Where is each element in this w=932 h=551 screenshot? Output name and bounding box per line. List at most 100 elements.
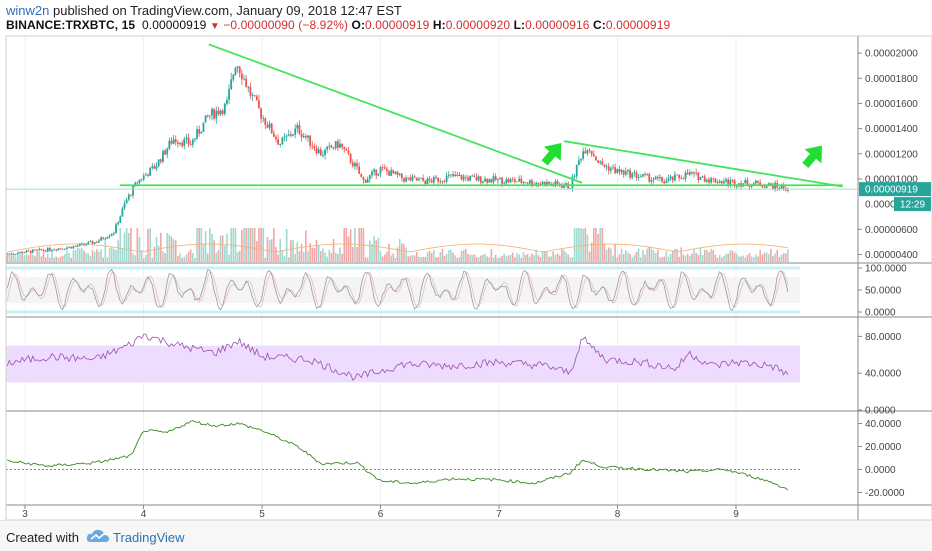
candle-body[interactable] (712, 178, 714, 179)
candle-body[interactable] (672, 177, 674, 181)
candle-body[interactable] (732, 180, 734, 181)
candle-body[interactable] (495, 176, 497, 180)
candle-body[interactable] (670, 177, 672, 179)
candle-body[interactable] (185, 138, 187, 139)
candle-body[interactable] (222, 111, 224, 114)
candle-body[interactable] (239, 66, 241, 73)
candle-body[interactable] (77, 246, 79, 247)
candle-body[interactable] (578, 160, 580, 165)
candle-body[interactable] (11, 254, 13, 255)
candle-body[interactable] (322, 155, 324, 156)
candle-body[interactable] (595, 156, 597, 160)
candle-body[interactable] (529, 180, 531, 183)
candle-body[interactable] (392, 170, 394, 173)
candle-body[interactable] (143, 176, 145, 180)
candle-body[interactable] (337, 141, 339, 148)
candle-body[interactable] (778, 188, 780, 189)
candle-body[interactable] (700, 177, 702, 180)
candle-body[interactable] (499, 178, 501, 179)
candle-body[interactable] (729, 180, 731, 185)
candle-body[interactable] (653, 179, 655, 180)
candle-body[interactable] (220, 111, 222, 115)
candle-body[interactable] (243, 79, 245, 80)
candle-body[interactable] (252, 95, 254, 96)
candle-body[interactable] (320, 149, 322, 155)
candle-body[interactable] (725, 179, 727, 181)
candle-body[interactable] (352, 162, 354, 166)
candle-body[interactable] (311, 146, 313, 147)
candle-body[interactable] (723, 181, 725, 183)
candle-body[interactable] (612, 167, 614, 168)
candle-body[interactable] (303, 136, 305, 137)
candle-body[interactable] (616, 169, 618, 173)
candle-body[interactable] (224, 104, 226, 114)
candle-body[interactable] (390, 170, 392, 176)
candle-body[interactable] (691, 172, 693, 173)
candle-body[interactable] (582, 151, 584, 158)
candle-body[interactable] (128, 195, 130, 200)
candle-body[interactable] (26, 251, 28, 253)
candle-body[interactable] (561, 186, 563, 188)
candle-body[interactable] (356, 163, 358, 166)
candle-body[interactable] (787, 190, 789, 191)
candle-body[interactable] (294, 128, 296, 134)
candle-body[interactable] (45, 250, 47, 251)
candle-body[interactable] (19, 252, 21, 253)
candle-body[interactable] (228, 89, 230, 100)
candle-body[interactable] (516, 182, 518, 183)
candle-body[interactable] (433, 177, 435, 183)
candle-body[interactable] (232, 75, 234, 80)
candle-body[interactable] (200, 132, 202, 134)
candle-body[interactable] (275, 137, 277, 139)
candle-body[interactable] (331, 146, 333, 148)
candle-body[interactable] (40, 249, 42, 250)
candle-body[interactable] (397, 172, 399, 175)
candle-body[interactable] (369, 175, 371, 179)
candle-body[interactable] (597, 160, 599, 162)
candle-body[interactable] (467, 178, 469, 181)
candle-body[interactable] (260, 108, 262, 118)
candle-body[interactable] (606, 166, 608, 167)
candle-body[interactable] (104, 238, 106, 239)
candle-body[interactable] (719, 181, 721, 183)
candle-body[interactable] (478, 176, 480, 180)
candle-body[interactable] (484, 179, 486, 182)
candle-body[interactable] (179, 143, 181, 144)
candle-body[interactable] (633, 172, 635, 173)
candle-body[interactable] (53, 250, 55, 251)
candle-body[interactable] (444, 181, 446, 182)
candle-body[interactable] (281, 137, 283, 144)
candle-body[interactable] (755, 181, 757, 184)
candle-body[interactable] (593, 154, 595, 156)
candle-body[interactable] (68, 247, 70, 248)
candle-body[interactable] (305, 136, 307, 138)
candle-body[interactable] (473, 176, 475, 177)
candle-body[interactable] (207, 115, 209, 116)
candle-body[interactable] (156, 166, 158, 169)
candle-body[interactable] (190, 144, 192, 145)
candle-body[interactable] (64, 249, 66, 250)
candle-body[interactable] (395, 172, 397, 174)
candle-body[interactable] (360, 174, 362, 177)
candle-body[interactable] (508, 179, 510, 182)
candle-body[interactable] (348, 151, 350, 154)
candle-body[interactable] (446, 176, 448, 182)
candle-body[interactable] (279, 144, 281, 145)
candle-body[interactable] (181, 143, 183, 146)
candle-body[interactable] (188, 138, 190, 144)
candle-body[interactable] (548, 182, 550, 184)
candle-body[interactable] (271, 124, 273, 134)
candle-body[interactable] (429, 179, 431, 181)
candle-body[interactable] (8, 254, 10, 255)
candle-body[interactable] (542, 182, 544, 184)
candle-body[interactable] (111, 234, 113, 236)
candle-body[interactable] (183, 139, 185, 146)
candle-body[interactable] (584, 151, 586, 153)
candle-body[interactable] (292, 135, 294, 136)
candle-body[interactable] (488, 179, 490, 183)
candle-body[interactable] (491, 179, 493, 182)
candle-body[interactable] (164, 151, 166, 155)
candle-body[interactable] (655, 177, 657, 180)
candle-body[interactable] (388, 171, 390, 176)
candle-body[interactable] (81, 243, 83, 244)
